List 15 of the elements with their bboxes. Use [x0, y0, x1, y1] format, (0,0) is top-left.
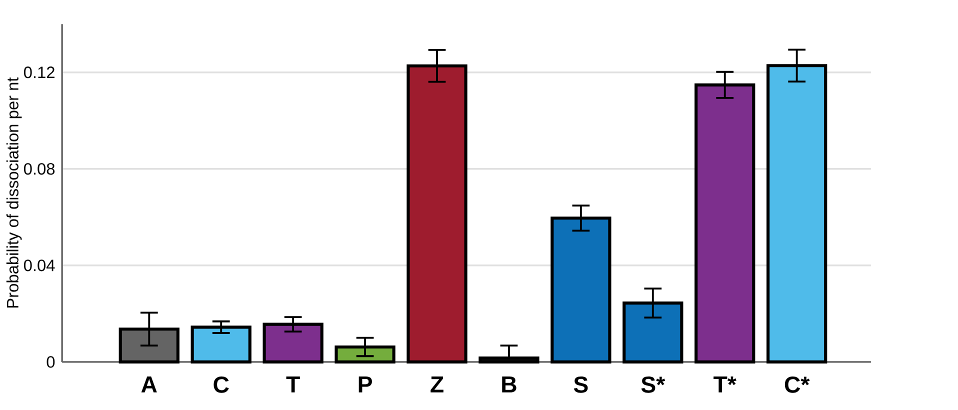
x-tick-label: B [502, 376, 516, 392]
x-tick-label: A [141, 376, 157, 392]
x-tick-label: Z [430, 376, 444, 392]
y-tick-label: 0.08 [24, 162, 55, 175]
x-tick-label: S* [641, 376, 666, 393]
x-tick-label: C [214, 376, 229, 393]
x-tick-label: P [358, 376, 372, 392]
y-tick-label: 0.04 [24, 260, 55, 272]
y-tick-label: 0.12 [24, 66, 54, 78]
y-axis-title: Probability of dissociation per nt [6, 77, 22, 308]
x-tick-label: C* [784, 376, 810, 393]
x-tick-label: T* [714, 376, 736, 392]
y-tick-label: 0 [46, 356, 55, 368]
x-tick-label: T [286, 376, 300, 392]
x-tick-label: S [574, 376, 588, 393]
